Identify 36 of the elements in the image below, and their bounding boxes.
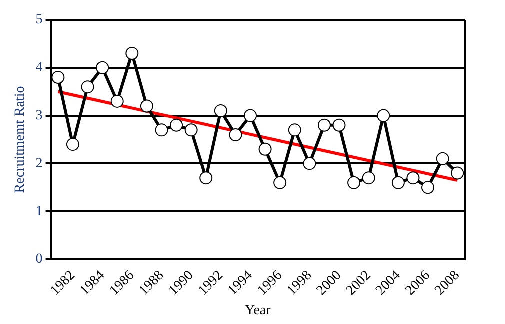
point: [392, 176, 405, 190]
point: [200, 172, 213, 185]
point: [258, 142, 272, 156]
x-axis-title: Year: [244, 303, 272, 318]
y-tick-label: 5: [36, 12, 43, 28]
point: [318, 118, 331, 132]
point: [244, 109, 258, 122]
point: [303, 157, 316, 170]
point: [422, 181, 435, 194]
point: [274, 176, 287, 190]
point: [170, 118, 184, 132]
point: [52, 70, 65, 84]
point: [436, 152, 450, 166]
point: [451, 166, 464, 180]
y-tick-label: 2: [36, 156, 43, 172]
y-tick-label: 3: [36, 108, 43, 124]
point: [348, 176, 361, 190]
point: [155, 124, 168, 137]
point: [66, 138, 80, 152]
point: [96, 61, 110, 74]
point: [110, 94, 124, 108]
point: [81, 80, 94, 94]
point: [288, 124, 302, 137]
point: [406, 172, 420, 185]
y-axis-title: Recruitmemt Ratio: [13, 86, 28, 194]
y-tick-label: 0: [36, 252, 43, 268]
point: [214, 104, 228, 118]
point: [332, 118, 346, 132]
point: [229, 128, 242, 142]
y-tick-label: 1: [36, 204, 43, 220]
point: [377, 109, 390, 122]
point: [126, 47, 139, 60]
point: [184, 124, 198, 137]
point: [140, 100, 154, 113]
y-tick-label: 4: [36, 60, 43, 76]
point: [362, 172, 376, 185]
